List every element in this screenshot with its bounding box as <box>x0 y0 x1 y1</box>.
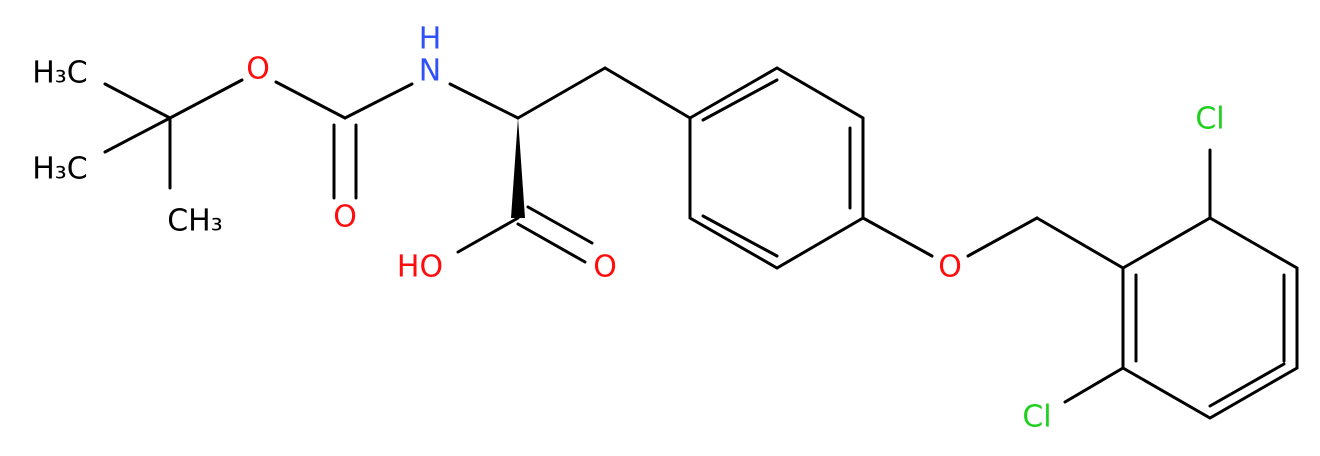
atom-label: Cl <box>1195 102 1224 137</box>
bond <box>448 82 520 120</box>
ring <box>688 66 865 270</box>
atom-label: O <box>938 250 962 285</box>
wedge-bond <box>511 118 525 218</box>
bond <box>603 66 692 120</box>
atom-label: Cl <box>1022 400 1051 435</box>
atom-label: HO <box>397 250 443 285</box>
atom-label: CH₃ <box>167 204 223 239</box>
ring <box>1121 216 1299 420</box>
bond <box>516 66 607 120</box>
bond <box>103 82 172 120</box>
bond <box>1208 362 1286 408</box>
bond <box>343 82 414 120</box>
bond <box>1063 366 1125 404</box>
bond <box>861 216 934 258</box>
bond <box>1035 216 1125 270</box>
atom-label: N <box>419 54 441 89</box>
atom-label: H₃C <box>32 56 88 91</box>
atom-label: O <box>246 52 270 87</box>
bond <box>168 78 244 120</box>
bond <box>103 116 172 154</box>
atom-label: O <box>593 250 617 285</box>
bond <box>966 216 1039 258</box>
bond <box>701 78 779 122</box>
bond <box>516 222 587 264</box>
bonds <box>103 66 1299 420</box>
bond <box>456 216 520 254</box>
atom-label: O <box>333 200 357 235</box>
atom-label: H₃C <box>32 152 88 187</box>
bond <box>274 80 347 120</box>
bond <box>526 205 594 245</box>
bond <box>701 214 779 258</box>
atom-label: H <box>419 22 442 57</box>
